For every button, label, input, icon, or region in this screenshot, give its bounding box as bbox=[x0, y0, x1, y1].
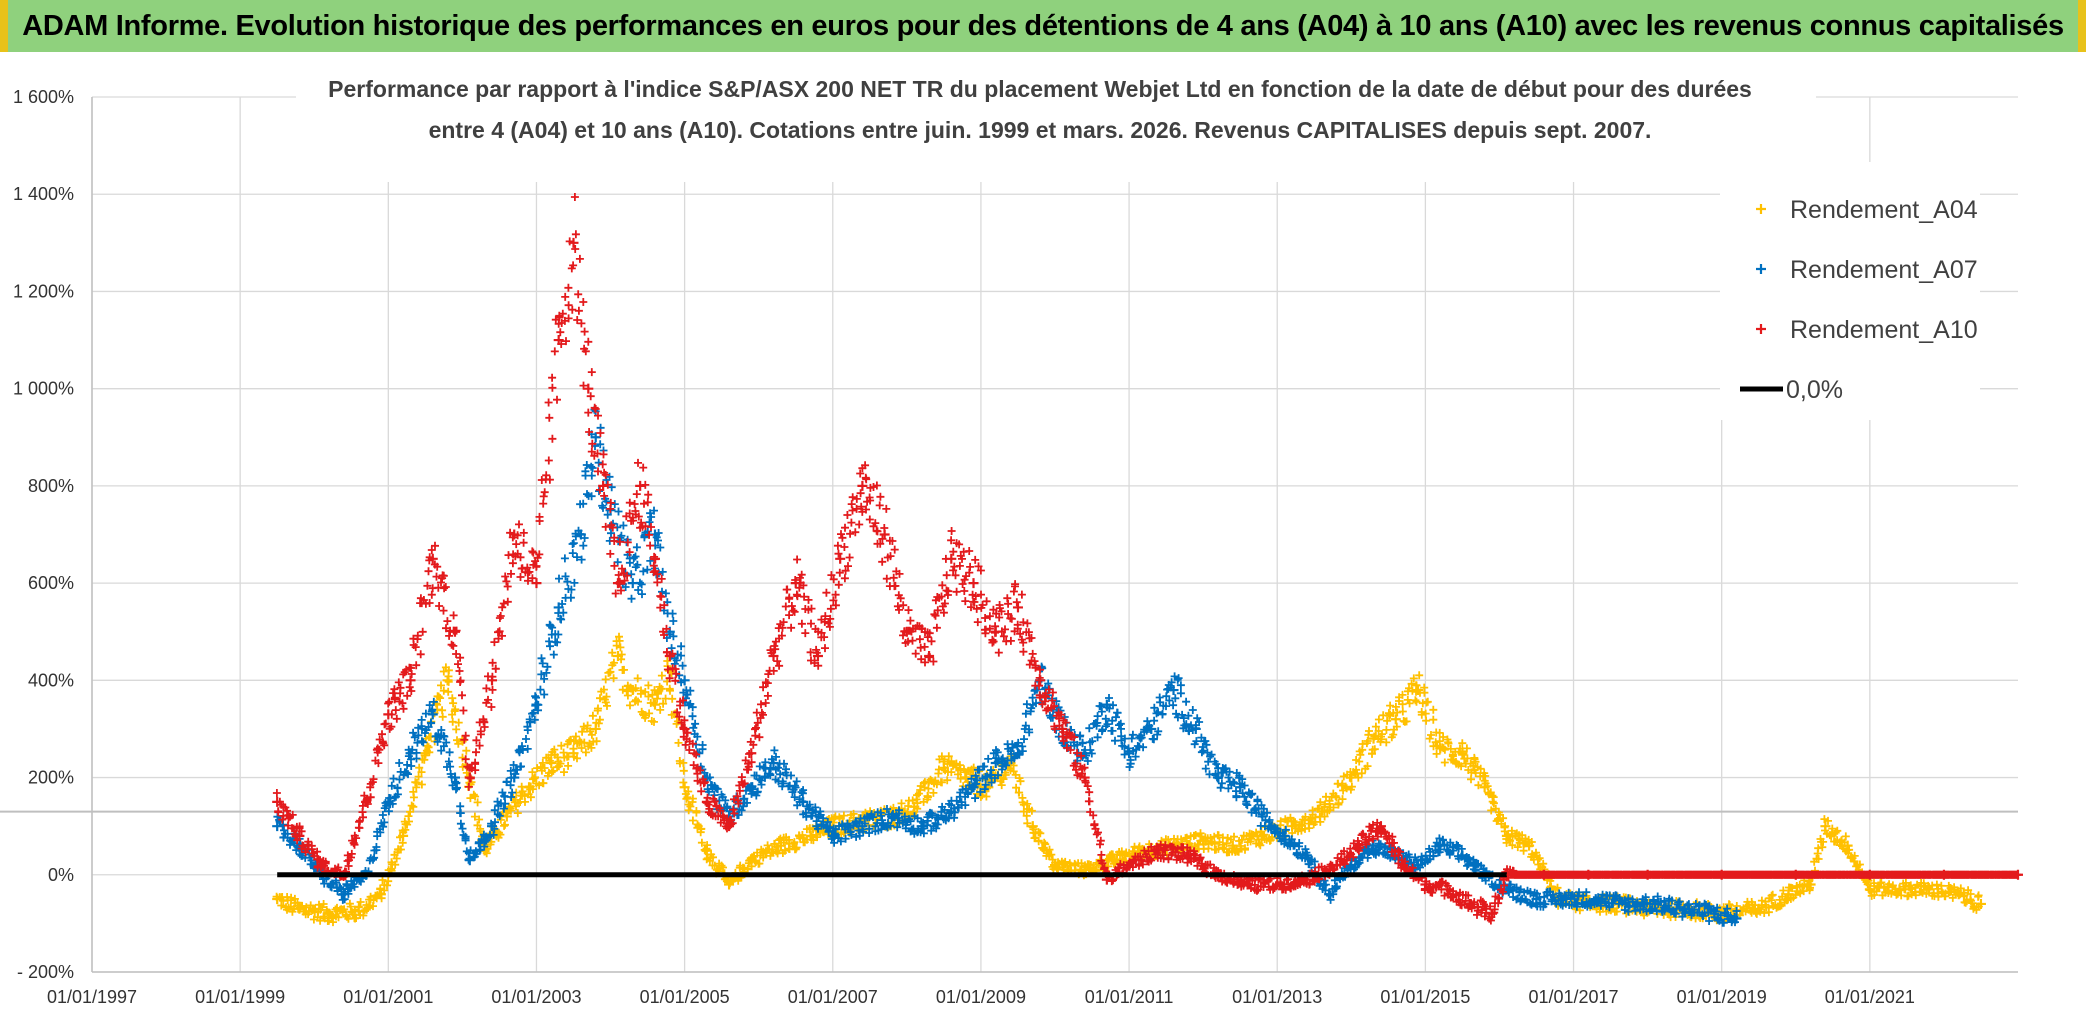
y-tick-label: 200% bbox=[28, 768, 74, 788]
legend-marker-rendement-a04 bbox=[1756, 204, 1766, 214]
x-tick-label: 01/01/1999 bbox=[195, 987, 285, 1007]
x-tick-label: 01/01/2009 bbox=[936, 987, 1026, 1007]
x-tick-label: 01/01/2013 bbox=[1232, 987, 1322, 1007]
chart-axes bbox=[91, 97, 2018, 973]
x-tick-label: 01/01/2001 bbox=[343, 987, 433, 1007]
chart-subtitle-line-2: entre 4 (A04) et 10 ans (A10). Cotations… bbox=[429, 117, 1652, 143]
y-tick-label: 1 600% bbox=[13, 87, 74, 107]
x-tick-label: 01/01/2007 bbox=[788, 987, 878, 1007]
point-rendement-a10 bbox=[635, 480, 646, 491]
point-rendement-a10 bbox=[1012, 602, 1023, 613]
x-tick-label: 01/01/2005 bbox=[640, 987, 730, 1007]
chart-gridlines bbox=[91, 96, 2018, 973]
legend-label-rendement-a04: Rendement_A04 bbox=[1790, 196, 1978, 224]
point-rendement-a10 bbox=[968, 578, 979, 589]
series-rendement-a04 bbox=[272, 632, 1986, 927]
subtitle-background bbox=[296, 82, 1816, 182]
y-tick-label: 1 000% bbox=[13, 379, 74, 399]
banner-title: ADAM Informe. Evolution historique des p… bbox=[22, 9, 2064, 42]
point-rendement-a04 bbox=[1390, 714, 1401, 725]
legend-label-rendement-a10: Rendement_A10 bbox=[1790, 316, 1978, 344]
series-a10-zero-run bbox=[1506, 870, 2022, 879]
y-tick-label: 1 400% bbox=[13, 184, 74, 204]
x-tick-label: 01/01/2019 bbox=[1677, 987, 1767, 1007]
banner: ADAM Informe. Evolution historique des p… bbox=[0, 0, 2086, 52]
legend-marker-rendement-a10 bbox=[1756, 324, 1766, 334]
y-tick-label: 0% bbox=[48, 865, 74, 885]
y-tick-label: - 200% bbox=[17, 962, 74, 982]
point-rendement-a10 bbox=[857, 480, 868, 491]
x-tick-label: 01/01/2017 bbox=[1528, 987, 1618, 1007]
legend-label-rendement-a07: Rendement_A07 bbox=[1790, 256, 1978, 284]
point-rendement-a10 bbox=[464, 772, 475, 783]
y-tick-label: 1 200% bbox=[13, 281, 74, 301]
y-tick-label: 400% bbox=[28, 670, 74, 690]
x-tick-label: 01/01/2003 bbox=[491, 987, 581, 1007]
x-tick-label: 01/01/2021 bbox=[1825, 987, 1915, 1007]
point-rendement-a04 bbox=[546, 757, 557, 768]
x-tick-label: 01/01/2011 bbox=[1085, 987, 1174, 1007]
point-rendement-a10 bbox=[835, 553, 846, 564]
point-rendement-a10 bbox=[531, 578, 542, 589]
x-axis-tick-labels: 01/01/1997 01/01/1999 01/01/2001 01/01/2003… bbox=[47, 987, 1915, 1007]
x-tick-label: 01/01/2015 bbox=[1380, 987, 1470, 1007]
y-axis-tick-labels: - 200% 0% 200% 400% 600% 800% 1 000% 1 200% 1 40… bbox=[13, 87, 74, 982]
chart-legend: Rendement_A04 Rendement_A07 Rendement_A10 0… bbox=[1720, 162, 1980, 420]
point-cloud-rendement-a04 bbox=[272, 632, 1983, 927]
legend-marker-rendement-a07 bbox=[1756, 264, 1766, 274]
x-tick-label: 01/01/1997 bbox=[47, 987, 137, 1007]
zero-reference-line bbox=[277, 870, 2022, 879]
chart: - 200% 0% 200% 400% 600% 800% 1 000% 1 200% 1 40… bbox=[0, 76, 2023, 1007]
chart-subtitle-line-1: Performance par rapport à l'indice S&P/A… bbox=[328, 76, 1752, 102]
point-rendement-a10 bbox=[583, 383, 594, 394]
y-tick-label: 600% bbox=[28, 573, 74, 593]
legend-background bbox=[1720, 162, 1980, 420]
legend-label-0-0-: 0,0% bbox=[1786, 376, 1843, 404]
y-tick-label: 800% bbox=[28, 476, 74, 496]
